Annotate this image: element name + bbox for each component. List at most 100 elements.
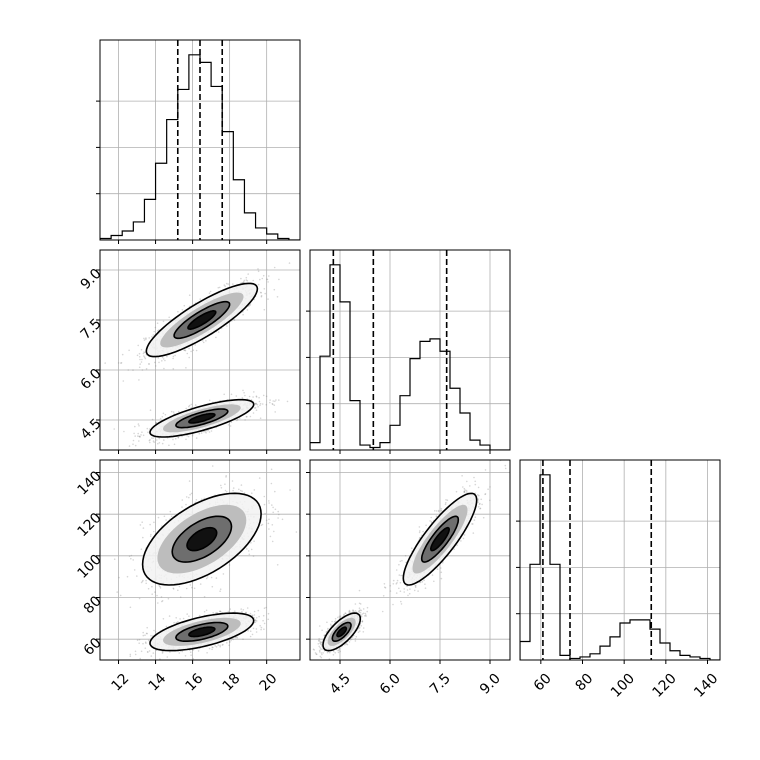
- scatter-point: [170, 515, 173, 518]
- scatter-point: [421, 581, 424, 583]
- scatter-point: [241, 490, 243, 493]
- scatter-point: [414, 586, 417, 588]
- scatter-point: [249, 415, 252, 418]
- scatter-point: [188, 496, 190, 499]
- scatter-point: [195, 349, 198, 352]
- scatter-point: [399, 590, 402, 592]
- scatter-point: [274, 508, 277, 511]
- scatter-point: [161, 650, 164, 653]
- scatter-point: [192, 649, 194, 651]
- scatter-point: [255, 402, 258, 405]
- scatter-point: [173, 621, 175, 624]
- scatter-point: [267, 298, 269, 300]
- scatter-point: [132, 443, 134, 446]
- scatter-point: [274, 490, 276, 493]
- scatter-point: [411, 547, 413, 549]
- scatter-point: [249, 612, 252, 615]
- scatter-point: [178, 585, 181, 588]
- scatter-point: [328, 502, 330, 504]
- scatter-point: [151, 418, 154, 421]
- scatter-point: [181, 309, 184, 311]
- scatter-point: [268, 518, 270, 521]
- scatter-point: [157, 602, 159, 604]
- scatter-point: [263, 288, 266, 290]
- scatter-point: [231, 480, 234, 482]
- scatter-point: [399, 560, 402, 563]
- scatter-point: [257, 609, 260, 612]
- scatter-point: [187, 435, 190, 438]
- scatter-point: [222, 643, 224, 646]
- panel-1-mode-0-contour-1: [171, 515, 233, 563]
- scatter-point: [260, 628, 262, 631]
- scatter-point: [190, 654, 192, 656]
- scatter-point: [168, 615, 171, 617]
- panel-2-content: [312, 460, 507, 660]
- scatter-point: [205, 432, 207, 434]
- scatter-point: [258, 400, 261, 403]
- scatter-point: [272, 511, 275, 514]
- panel-0-mode-0-fill-3: [188, 310, 216, 330]
- scatter-point: [177, 310, 179, 313]
- scatter-point: [215, 577, 218, 579]
- scatter-point: [138, 435, 140, 438]
- scatter-point: [418, 526, 421, 528]
- scatter-point: [129, 606, 132, 609]
- scatter-point: [228, 564, 231, 566]
- panel-1-content: [113, 465, 330, 660]
- scatter-point: [185, 503, 187, 506]
- scatter-point: [440, 567, 442, 569]
- scatter-point: [113, 558, 116, 560]
- scatter-point: [398, 587, 400, 590]
- scatter-point: [164, 413, 167, 416]
- scatter-point: [269, 399, 271, 401]
- scatter-point: [223, 393, 225, 396]
- scatter-point: [174, 354, 176, 357]
- scatter-panel-0-1: [96, 249, 301, 454]
- scatter-point: [424, 587, 427, 589]
- scatter-point: [215, 646, 218, 648]
- scatter-point: [206, 576, 209, 578]
- scatter-point: [234, 610, 236, 612]
- scatter-point: [251, 633, 254, 636]
- scatter-point: [225, 282, 228, 285]
- scatter-point: [140, 348, 143, 351]
- scatter-point: [254, 407, 257, 409]
- scatter-point: [203, 497, 206, 500]
- scatter-point: [194, 501, 197, 504]
- scatter-point: [165, 625, 168, 628]
- scatter-point: [148, 363, 150, 365]
- scatter-point: [228, 644, 230, 647]
- scatter-point: [149, 439, 151, 441]
- scatter-point: [288, 262, 291, 264]
- scatter-point: [255, 403, 257, 406]
- scatter-point: [197, 650, 200, 652]
- scatter-point: [162, 358, 165, 360]
- scatter-point: [255, 628, 258, 630]
- scatter-point: [149, 535, 152, 537]
- scatter-point: [236, 636, 239, 639]
- scatter-point: [257, 270, 260, 273]
- scatter-point: [161, 360, 163, 362]
- scatter-point: [253, 489, 256, 491]
- scatter-point: [278, 513, 280, 516]
- scatter-point: [119, 594, 122, 597]
- scatter-point: [139, 363, 141, 365]
- scatter-point: [267, 612, 270, 615]
- scatter-point: [232, 487, 235, 489]
- scatter-point: [273, 266, 276, 269]
- scatter-point: [251, 614, 253, 616]
- panel-1-mode-0-fill-3: [187, 527, 217, 551]
- scatter-point: [188, 305, 191, 308]
- scatter-point: [151, 585, 153, 588]
- scatter-point: [476, 494, 479, 496]
- scatter-point: [504, 464, 507, 467]
- scatter-point: [255, 620, 258, 622]
- scatter-point: [278, 278, 280, 281]
- scatter-point: [236, 636, 238, 638]
- scatter-point: [219, 644, 221, 647]
- scatter-point: [257, 268, 259, 270]
- scatter-point: [185, 407, 187, 410]
- scatter-point: [228, 640, 231, 643]
- scatter-point: [251, 492, 253, 495]
